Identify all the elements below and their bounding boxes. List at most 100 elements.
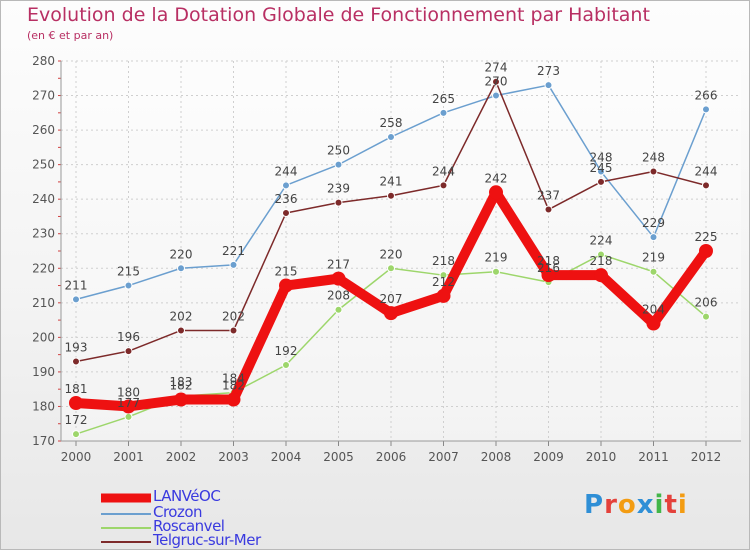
data-point [387,191,395,200]
y-tick-label: 260 [32,123,55,137]
data-point [72,295,80,304]
data-label: 202 [170,309,193,323]
y-tick-label: 190 [32,365,55,379]
data-label: 181 [65,382,88,396]
x-tick-label: 2006 [376,450,407,464]
data-label: 182 [222,379,245,393]
y-tick-label: 170 [32,434,55,448]
data-label: 220 [380,247,403,261]
data-label: 274 [485,61,508,75]
data-point [646,316,661,331]
data-point [439,181,448,190]
data-point [649,167,658,176]
data-point [439,108,448,117]
data-label: 245 [590,161,613,175]
data-point [72,430,80,439]
data-point [702,181,710,190]
data-point [649,267,658,276]
data-label: 258 [380,116,403,130]
y-tick-label: 200 [32,330,55,344]
data-label: 237 [537,189,560,203]
data-label: 215 [275,265,298,279]
data-label: 242 [485,171,508,185]
data-point [544,81,553,90]
data-label: 266 [695,88,718,102]
data-point [439,271,448,280]
data-point [282,209,290,217]
y-tick-label: 270 [32,89,55,103]
data-label: 244 [695,164,718,178]
y-tick-label: 210 [32,296,55,310]
data-point [72,357,80,366]
x-tick-label: 2007 [428,450,459,464]
data-point [282,181,290,190]
legend-label-lanveoc: LANVéOC [153,487,221,505]
x-tick-label: 2000 [61,450,92,464]
data-label: 218 [590,254,613,268]
legend-swatch-telgruc [101,541,151,543]
logo-letter: t [664,490,678,520]
data-label: 196 [117,330,140,344]
logo-letter: r [604,490,618,520]
data-label: 219 [485,251,508,265]
y-tick-label: 180 [32,399,55,413]
x-tick-label: 2012 [691,450,722,464]
legend-label-roscanvel: Roscanvel [153,517,225,535]
y-tick-label: 280 [32,54,55,68]
data-label: 177 [117,396,140,410]
data-label: 244 [432,164,455,178]
proxiti-logo: Proxiti [584,490,688,520]
data-point [229,326,238,335]
data-point [597,167,605,176]
data-label: 244 [275,164,298,178]
x-tick-label: 2004 [271,450,302,464]
data-point [334,198,343,207]
y-tick-label: 230 [32,227,55,241]
data-label: 270 [485,75,508,89]
x-tick-label: 2003 [218,450,249,464]
legend-swatch-crozon [101,513,151,515]
data-point [174,392,188,407]
data-point [177,326,185,335]
data-point [229,260,238,269]
data-label: 248 [642,151,665,165]
data-label: 182 [170,379,193,393]
logo-letter: i [654,490,665,520]
x-tick-label: 2011 [638,450,669,464]
legend-swatch-lanveoc [101,493,151,503]
data-point [387,264,395,273]
data-point [124,412,133,421]
logo-letter: P [584,490,605,520]
data-point [702,105,710,114]
data-point [594,268,608,283]
data-label: 250 [327,144,350,158]
x-tick-label: 2001 [113,450,144,464]
data-label: 216 [537,261,560,275]
data-point [121,399,136,414]
legend-label-crozon: Crozon [153,503,203,521]
data-label: 217 [327,258,350,272]
logo-letter: x [636,490,655,520]
data-point [384,306,398,321]
legend-swatch-roscanvel [101,527,151,529]
data-point [334,160,343,169]
chart-title: Evolution de la Dotation Globale de Fonc… [27,4,650,26]
data-point [177,264,185,273]
data-point [492,267,500,276]
data-point [699,244,713,258]
data-label: 265 [432,92,455,106]
data-label: 273 [537,64,560,78]
data-label: 183 [170,375,193,389]
data-point [649,233,658,242]
data-point [597,177,605,186]
data-label: 192 [275,344,298,358]
legend-label-telgruc: Telgruc-sur-Mer [153,531,261,549]
data-label: 193 [65,341,88,355]
data-label: 224 [590,233,613,247]
data-label: 248 [590,151,613,165]
data-label: 218 [537,254,560,268]
data-label: 220 [170,247,193,261]
data-label: 172 [65,413,88,427]
